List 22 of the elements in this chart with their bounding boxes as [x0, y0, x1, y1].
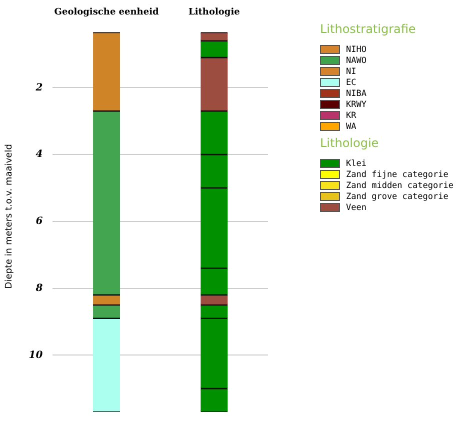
legend-label: WA — [346, 122, 356, 132]
x-tick-label: Geologische eenheid — [54, 8, 160, 18]
legend-label: KRWY — [346, 100, 366, 110]
y-tick-label: 6 — [36, 216, 43, 228]
y-axis-title: Diepte in meters t.o.v. maaiveld — [4, 144, 15, 289]
legend-label: NIBA — [346, 88, 366, 98]
legend-label: Klei — [346, 158, 366, 168]
legend-label: EC — [346, 78, 356, 88]
legend-label: NI — [346, 66, 356, 76]
legend-label: KR — [346, 110, 356, 120]
y-tick-label: 4 — [36, 149, 43, 160]
legend-label: NIHO — [346, 44, 366, 54]
legend-label: NAWO — [346, 56, 366, 66]
y-tick-label: 8 — [34, 282, 43, 294]
legend-label: Zand grove categorie — [346, 192, 448, 202]
y-tick-label: 2 — [34, 82, 43, 94]
text: Lithologie — [320, 136, 380, 150]
legend-label: Zand fijne categorie — [346, 170, 448, 180]
text: Lithostratigrafie — [320, 22, 417, 36]
legend-label: Zand midden categorie — [346, 180, 454, 190]
y-tick-label: 10 — [28, 350, 43, 361]
legend-label: Veen — [346, 202, 366, 212]
